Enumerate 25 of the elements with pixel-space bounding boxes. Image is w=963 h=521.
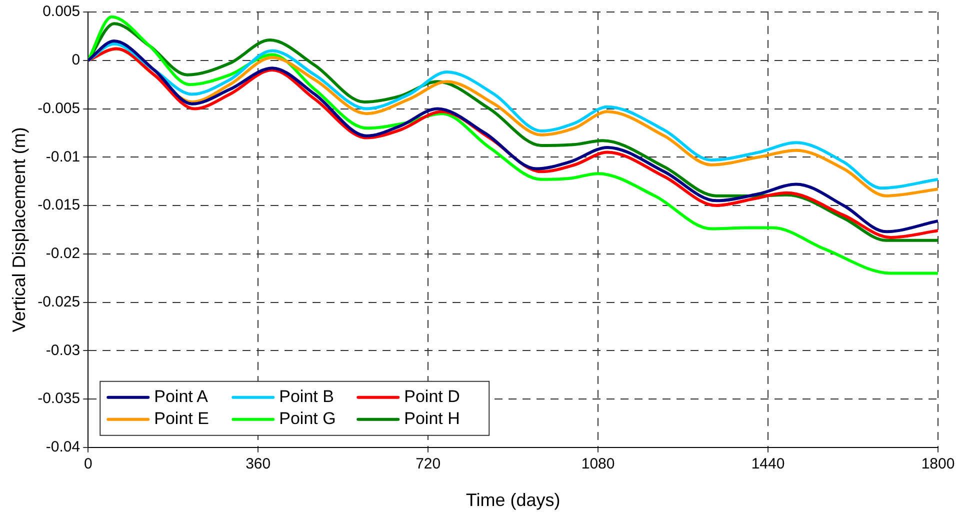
x-tick-label: 1080: [581, 456, 615, 473]
legend-label: Point E: [154, 409, 209, 428]
legend-label: Point D: [404, 387, 460, 406]
y-tick-label: -0.015: [38, 196, 80, 214]
y-tick-label: -0.02: [46, 245, 80, 262]
y-tick-label: 0: [72, 52, 80, 69]
x-tick-label: 720: [416, 456, 441, 473]
y-axis-title: Vertical Displacement (m): [8, 127, 29, 332]
y-tick-label: 0.005: [42, 3, 80, 20]
y-tick-label: -0.03: [46, 342, 80, 359]
y-tick-label: -0.04: [46, 438, 80, 456]
x-tick-label: 0: [84, 456, 92, 473]
line-series: [88, 15, 938, 275]
legend-label: Point G: [279, 409, 336, 428]
x-tick-label: 360: [246, 456, 271, 473]
x-axis-title: Time (days): [466, 490, 560, 510]
legend-label: Point A: [154, 387, 209, 406]
y-tick-label: -0.005: [38, 100, 80, 117]
x-tick-label: 1440: [751, 456, 785, 473]
x-tick-label: 1800: [921, 456, 955, 473]
legend-label: Point H: [404, 409, 460, 428]
y-tick-label: -0.01: [46, 148, 80, 166]
legend-label: Point B: [279, 387, 334, 406]
y-tick-label: -0.035: [38, 390, 80, 408]
y-tick-label: -0.025: [38, 293, 80, 310]
